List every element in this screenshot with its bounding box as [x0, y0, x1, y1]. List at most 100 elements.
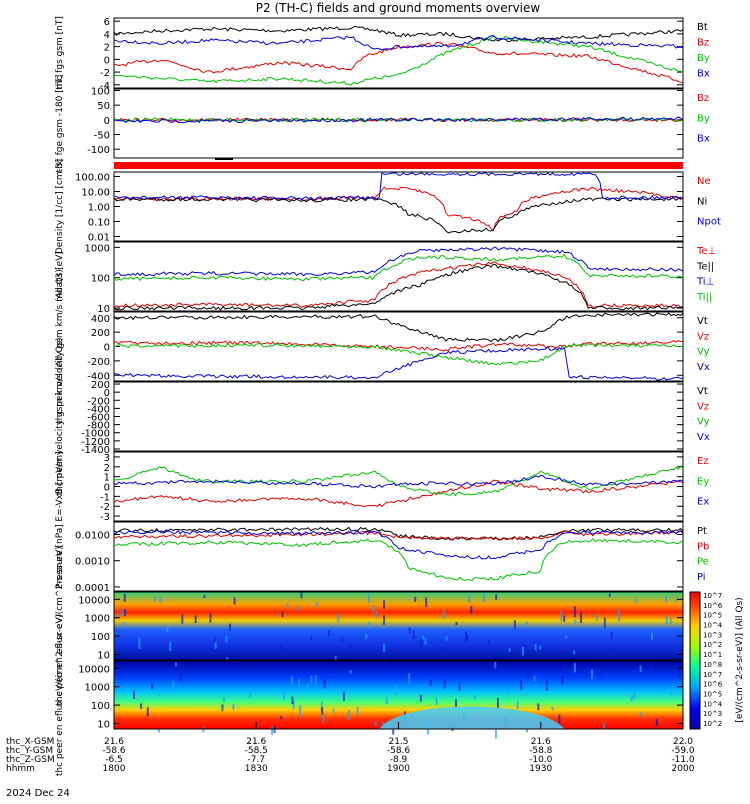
spectrogram-texture [296, 605, 299, 611]
spectrogram-texture [675, 597, 678, 603]
spectrogram-texture [422, 635, 425, 640]
y-axis-label: thc peir velocity gsm km/s (All Qs) [55, 269, 65, 424]
spectrogram-texture [225, 636, 228, 643]
colorbar-tick: 10^5 [703, 690, 722, 698]
series-Ni [113, 197, 683, 234]
x-tick-label: 1900 [387, 764, 410, 774]
series-Ez [113, 479, 684, 508]
spectrogram-texture [395, 684, 398, 695]
y-tick-label: -50 [94, 131, 110, 142]
spectrogram-texture [516, 701, 519, 710]
spectrogram-texture [573, 606, 576, 618]
spectrogram-texture [429, 679, 432, 686]
legend-Ti||: Ti|| [696, 292, 712, 303]
spectrogram-texture [368, 621, 371, 629]
x-row-label: thc_Y-GSM [6, 746, 53, 756]
spectrogram-texture [563, 615, 566, 622]
spectrogram-texture [655, 721, 658, 726]
spectrogram-texture [595, 614, 598, 621]
y-tick-label: 0 [104, 116, 110, 127]
y-tick-label: 1 [104, 473, 110, 484]
spectrogram-texture [573, 650, 576, 655]
panel-frame [113, 521, 684, 592]
y-tick-label: -4 [100, 81, 110, 92]
spectrogram-texture [320, 701, 323, 712]
spectrogram-texture [514, 648, 517, 652]
spectrogram-texture [496, 698, 499, 709]
spectrogram-texture [214, 638, 217, 649]
spectrogram-texture [545, 680, 548, 691]
spectrogram-texture [321, 707, 324, 715]
y-ticks: 10000 1000 100 10 [78, 664, 683, 730]
spectrogram-texture [677, 671, 680, 679]
spectrogram-texture [465, 631, 468, 642]
spectrogram-texture [441, 647, 444, 657]
y-axis-label: moat3 [eV] [55, 251, 65, 302]
y-tick-label: 3 [104, 453, 110, 464]
panel-9: 10000 1000 100 10 thc peir en eflux eV/(cm^2… [55, 546, 684, 706]
legend-Npot: Npot [697, 217, 721, 228]
panel-2: 100 50 0 -50 -100 thc fge gsm -180 [nT] Bz By Bx [55, 75, 710, 173]
spectrogram-texture [580, 612, 583, 624]
spectrogram-texture [327, 630, 330, 637]
spectrogram-texture [669, 617, 672, 624]
x-tick-label: -8.9 [390, 755, 408, 765]
spectrogram-texture [322, 714, 325, 723]
spectrogram-texture [608, 593, 611, 597]
legend-Vt: Vt [697, 386, 708, 397]
y-tick-label: -2 [100, 68, 110, 79]
spectrogram-texture [332, 708, 335, 714]
y-tick-label: 0 [104, 343, 110, 354]
legend-Pe: Pe [697, 557, 709, 568]
legend-Vz: Vz [697, 401, 709, 412]
y-tick-label: 1000 [85, 243, 110, 254]
spectrogram-dip [379, 706, 565, 729]
spectrogram-texture [292, 700, 295, 709]
legend-Te||: Te|| [696, 261, 714, 272]
legend-Pb: Pb [697, 541, 709, 552]
y-tick-label: 100 [91, 86, 110, 97]
series-Vy [113, 342, 684, 366]
spectrogram-texture [291, 696, 294, 705]
spectrogram-texture [290, 676, 293, 685]
y-tick-label: 2 [104, 463, 110, 474]
y-tick-label: -200 [87, 396, 110, 407]
y-tick-label: -2 [100, 502, 110, 513]
x-tick-label: 22.0 [673, 737, 693, 747]
spectrogram-texture [474, 695, 477, 700]
spectrogram-texture [670, 689, 673, 696]
legend-Vx: Vx [697, 432, 710, 443]
spectrogram-texture [264, 662, 267, 667]
spectrogram-texture [232, 703, 235, 710]
y-tick-label: 0 [104, 483, 110, 494]
colorbar-tick: 10^7 [703, 671, 722, 679]
y-ticks: 6 4 20 -2 -4 [100, 17, 683, 92]
flag-bar [114, 162, 683, 169]
spectrogram-texture [214, 636, 217, 643]
y-tick-label: -200 [87, 357, 110, 368]
series-By [113, 117, 684, 123]
spectrogram-texture [123, 621, 126, 626]
spectrogram-texture [282, 690, 285, 701]
y-tick-label: 0.0010 [75, 557, 110, 568]
spectrogram-texture [174, 662, 177, 667]
y-tick-label: 200 [91, 380, 110, 391]
colorbar-tick: 10^3 [703, 631, 722, 639]
y-ticks: 10000 1000 100 10 [78, 595, 683, 661]
spectrogram-texture [383, 600, 386, 609]
colorbar-tick: 10^2 [703, 720, 722, 728]
spectrogram-texture [639, 665, 642, 672]
series-Bt [113, 25, 684, 43]
spectrogram-texture [424, 638, 427, 645]
spectrogram-texture [221, 707, 224, 711]
panel-frame [113, 381, 684, 452]
x-tick-label: 21.6 [104, 737, 124, 747]
legend-Pi: Pi [697, 572, 706, 583]
spectrogram-texture [561, 675, 564, 685]
spectrogram-texture [159, 597, 162, 603]
spectrogram-texture [419, 694, 422, 702]
y-axis-label: thc peir en eflux eV/(cm^2-s-sr-eV) [55, 546, 65, 705]
y-tick-label: 10000 [78, 664, 110, 675]
spectrogram-texture [534, 684, 537, 688]
legend-Vt: Vt [697, 316, 708, 327]
